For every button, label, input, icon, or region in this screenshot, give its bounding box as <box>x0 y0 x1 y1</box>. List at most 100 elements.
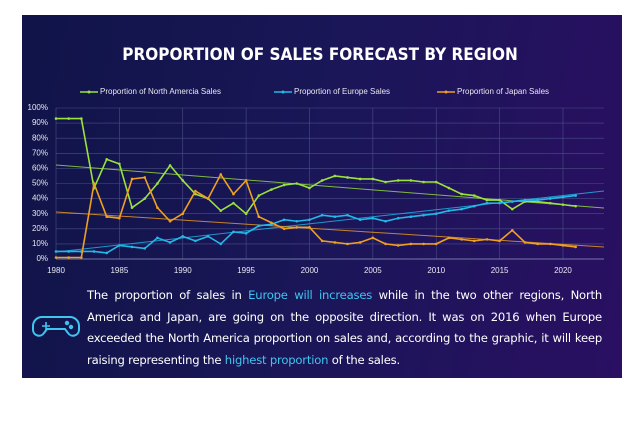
data-point <box>523 241 527 244</box>
data-point <box>561 195 565 199</box>
data-point <box>396 216 400 220</box>
data-point <box>447 236 451 240</box>
data-point <box>485 201 489 205</box>
x-tick-label: 2000 <box>301 266 319 275</box>
series-line <box>56 194 576 254</box>
data-point <box>130 245 134 249</box>
grid <box>55 107 604 260</box>
data-point <box>536 198 539 202</box>
y-tick-label: 0% <box>36 254 48 263</box>
data-point <box>54 117 58 120</box>
trend-line <box>55 164 605 209</box>
data-point <box>244 212 248 215</box>
data-point <box>346 213 349 217</box>
data-point <box>434 212 438 215</box>
data-point <box>333 241 337 244</box>
data-point <box>561 203 565 206</box>
data-point <box>434 180 438 184</box>
data-point <box>105 215 108 219</box>
data-point <box>156 182 159 185</box>
data-point <box>118 162 121 166</box>
data-point <box>168 164 172 167</box>
data-point <box>510 229 514 232</box>
data-point <box>371 236 375 240</box>
data-point <box>346 176 349 179</box>
data-point <box>118 244 121 247</box>
y-tick-label: 90% <box>32 118 48 127</box>
y-tick-label: 50% <box>32 179 48 188</box>
data-point <box>143 247 147 250</box>
data-point <box>510 200 514 203</box>
data-point <box>282 227 286 231</box>
data-point <box>105 158 108 161</box>
data-point <box>358 241 362 244</box>
data-point <box>561 244 565 247</box>
data-point <box>422 180 425 184</box>
data-point <box>549 242 552 246</box>
gamepad-icon <box>32 316 80 337</box>
data-point <box>333 215 337 219</box>
x-tick-label: 1980 <box>47 266 65 275</box>
data-point <box>244 232 248 235</box>
data-point <box>194 239 197 243</box>
legend-marker <box>444 90 448 94</box>
data-point <box>257 194 261 197</box>
x-tick-label: 2010 <box>427 266 445 275</box>
data-point <box>232 192 235 196</box>
data-point <box>447 209 451 212</box>
data-point <box>346 242 349 246</box>
data-point <box>460 192 463 196</box>
data-point <box>498 201 501 205</box>
data-point <box>181 235 185 238</box>
data-point <box>460 207 463 211</box>
data-point <box>143 197 147 200</box>
data-point <box>320 239 324 243</box>
data-point <box>67 250 70 253</box>
description: The proportion of sales in Europe will i… <box>87 285 602 371</box>
data-point <box>396 179 400 182</box>
data-point <box>54 250 58 253</box>
x-tick-label: 1985 <box>110 266 128 275</box>
data-point <box>282 183 286 187</box>
series-line <box>56 172 576 259</box>
data-point <box>422 213 425 217</box>
data-point <box>308 186 311 190</box>
data-point <box>320 213 324 217</box>
data-point <box>384 242 387 246</box>
legend-label: Proportion of North Amercia Sales <box>100 87 221 96</box>
data-point <box>232 230 235 234</box>
trend-line <box>55 211 605 248</box>
data-point <box>194 189 197 193</box>
series-line <box>56 117 576 215</box>
data-point <box>130 177 134 181</box>
data-point <box>156 206 159 209</box>
data-point <box>156 236 159 240</box>
data-point <box>118 216 121 220</box>
data-point <box>270 188 273 191</box>
data-point <box>409 242 413 246</box>
data-point <box>320 179 324 182</box>
data-point <box>143 176 147 179</box>
x-tick-label: 2005 <box>364 266 382 275</box>
data-point <box>333 174 337 178</box>
x-tick-label: 1995 <box>237 266 255 275</box>
data-point <box>472 194 476 197</box>
data-point <box>472 204 476 208</box>
data-point <box>206 235 210 238</box>
data-point <box>80 117 83 120</box>
data-point <box>371 177 375 181</box>
data-point <box>168 241 172 244</box>
data-point <box>168 219 172 223</box>
data-point <box>270 221 273 225</box>
data-point <box>181 212 185 215</box>
legend-label: Proportion of Europe Sales <box>294 87 390 96</box>
data-point <box>67 117 70 120</box>
data-point <box>460 238 463 241</box>
data-point <box>384 219 387 223</box>
data-point <box>308 225 311 229</box>
x-tick-label: 1990 <box>174 266 192 275</box>
data-point <box>358 218 362 222</box>
x-tick-label: 2015 <box>491 266 509 275</box>
